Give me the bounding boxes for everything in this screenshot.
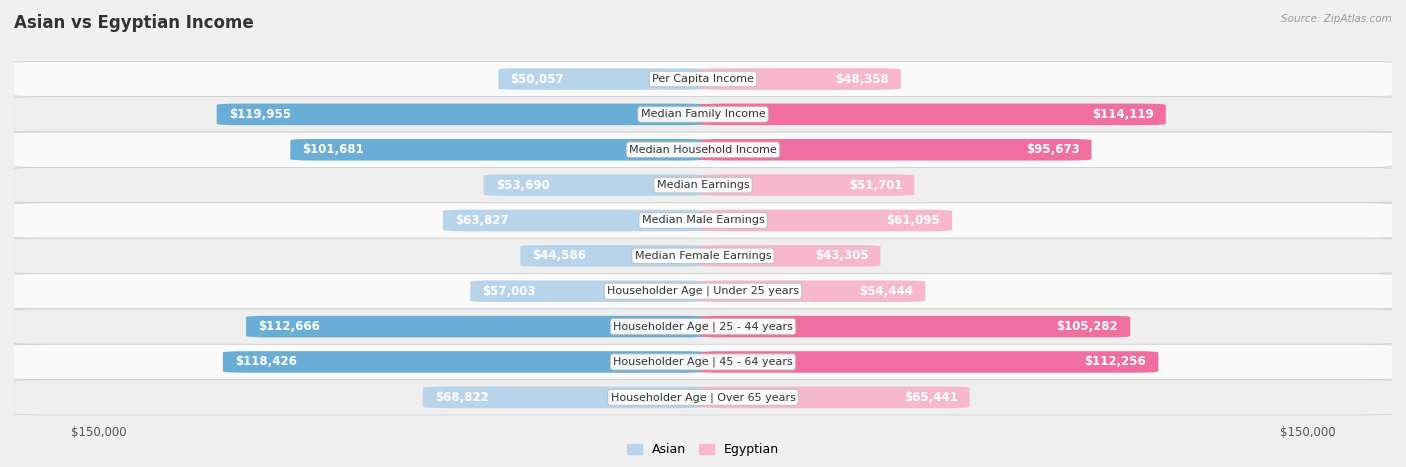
Text: $48,358: $48,358 xyxy=(835,72,889,85)
FancyBboxPatch shape xyxy=(700,104,1166,125)
FancyBboxPatch shape xyxy=(700,210,952,231)
FancyBboxPatch shape xyxy=(246,316,706,337)
FancyBboxPatch shape xyxy=(471,280,706,302)
Text: $101,681: $101,681 xyxy=(302,143,364,156)
Text: $65,441: $65,441 xyxy=(904,391,957,404)
FancyBboxPatch shape xyxy=(8,203,1398,238)
Text: $61,095: $61,095 xyxy=(886,214,941,227)
FancyBboxPatch shape xyxy=(224,351,706,373)
Text: $44,586: $44,586 xyxy=(533,249,586,262)
Text: $68,822: $68,822 xyxy=(434,391,488,404)
FancyBboxPatch shape xyxy=(290,139,706,161)
FancyBboxPatch shape xyxy=(700,316,1130,337)
FancyBboxPatch shape xyxy=(423,387,706,408)
Text: Median Family Income: Median Family Income xyxy=(641,109,765,120)
Text: $54,444: $54,444 xyxy=(859,285,914,298)
FancyBboxPatch shape xyxy=(8,344,1398,380)
Text: $95,673: $95,673 xyxy=(1025,143,1080,156)
FancyBboxPatch shape xyxy=(700,245,880,267)
FancyBboxPatch shape xyxy=(700,351,1159,373)
FancyBboxPatch shape xyxy=(8,97,1398,132)
FancyBboxPatch shape xyxy=(700,280,925,302)
Text: $50,057: $50,057 xyxy=(510,72,564,85)
FancyBboxPatch shape xyxy=(498,68,706,90)
FancyBboxPatch shape xyxy=(8,168,1398,203)
Text: Householder Age | 45 - 64 years: Householder Age | 45 - 64 years xyxy=(613,357,793,367)
Text: Median Household Income: Median Household Income xyxy=(628,145,778,155)
FancyBboxPatch shape xyxy=(217,104,706,125)
FancyBboxPatch shape xyxy=(443,210,706,231)
Text: $53,690: $53,690 xyxy=(496,178,550,191)
Text: $112,256: $112,256 xyxy=(1084,355,1146,368)
Text: $119,955: $119,955 xyxy=(229,108,291,121)
Text: $51,701: $51,701 xyxy=(849,178,903,191)
FancyBboxPatch shape xyxy=(700,139,1091,161)
Text: $57,003: $57,003 xyxy=(482,285,536,298)
Text: $43,305: $43,305 xyxy=(815,249,869,262)
FancyBboxPatch shape xyxy=(8,61,1398,97)
Text: Per Capita Income: Per Capita Income xyxy=(652,74,754,84)
Text: $114,119: $114,119 xyxy=(1092,108,1154,121)
Text: $118,426: $118,426 xyxy=(235,355,297,368)
Text: Householder Age | 25 - 44 years: Householder Age | 25 - 44 years xyxy=(613,321,793,332)
FancyBboxPatch shape xyxy=(520,245,706,267)
Text: Householder Age | Under 25 years: Householder Age | Under 25 years xyxy=(607,286,799,297)
Text: $105,282: $105,282 xyxy=(1056,320,1118,333)
FancyBboxPatch shape xyxy=(8,380,1398,415)
Text: Median Male Earnings: Median Male Earnings xyxy=(641,215,765,226)
Text: Asian vs Egyptian Income: Asian vs Egyptian Income xyxy=(14,14,254,32)
Text: Source: ZipAtlas.com: Source: ZipAtlas.com xyxy=(1281,14,1392,24)
FancyBboxPatch shape xyxy=(8,238,1398,274)
Text: Median Female Earnings: Median Female Earnings xyxy=(634,251,772,261)
FancyBboxPatch shape xyxy=(484,174,706,196)
Text: Householder Age | Over 65 years: Householder Age | Over 65 years xyxy=(610,392,796,403)
Text: $63,827: $63,827 xyxy=(456,214,509,227)
FancyBboxPatch shape xyxy=(8,309,1398,344)
Text: Median Earnings: Median Earnings xyxy=(657,180,749,190)
FancyBboxPatch shape xyxy=(700,68,901,90)
Legend: Asian, Egyptian: Asian, Egyptian xyxy=(621,439,785,461)
FancyBboxPatch shape xyxy=(700,174,914,196)
FancyBboxPatch shape xyxy=(700,387,970,408)
Text: $112,666: $112,666 xyxy=(259,320,321,333)
FancyBboxPatch shape xyxy=(8,132,1398,168)
FancyBboxPatch shape xyxy=(8,274,1398,309)
